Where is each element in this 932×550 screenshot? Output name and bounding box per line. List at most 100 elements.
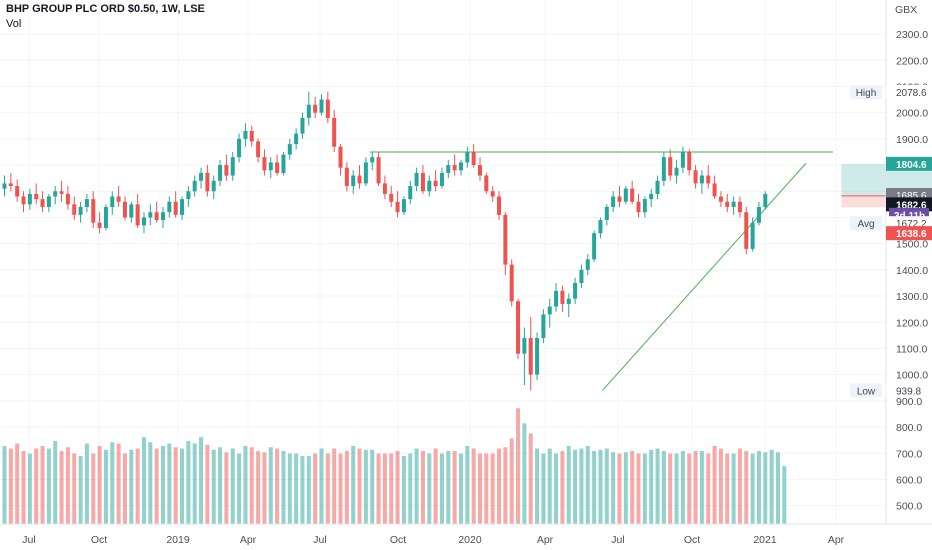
volume-bar (737, 448, 742, 524)
price-tick-label: 2200.0 (896, 55, 928, 67)
candle (725, 201, 730, 207)
price-tick-label: 1500.0 (896, 239, 928, 251)
candle (370, 157, 375, 163)
volume-bar (782, 466, 787, 524)
candle (2, 183, 7, 189)
volume-bar (497, 448, 502, 524)
candle (497, 196, 502, 215)
currency-label: GBX (895, 4, 917, 16)
volume-bar (522, 423, 527, 524)
volume-bar (554, 453, 559, 524)
volume-bar (306, 456, 311, 524)
candle (363, 162, 368, 184)
candle (27, 193, 32, 205)
volume-bar (731, 453, 736, 524)
volume-bar (598, 449, 603, 524)
volume-bar (655, 448, 660, 524)
volume-bar (116, 443, 121, 524)
candle (389, 193, 394, 202)
volume-bar (718, 448, 723, 524)
volume-bar (661, 451, 666, 524)
time-axis[interactable]: Jul Oct 2019 Apr Jul Oct 2020 Apr Jul Oct 2021 Apr (22, 534, 844, 546)
candle (579, 269, 584, 283)
volume-bar (161, 446, 165, 524)
volume-bar (750, 453, 755, 524)
volume-label: Vol (6, 18, 22, 30)
grid (0, 0, 886, 524)
volume-bar (53, 440, 58, 524)
volume-bar (237, 453, 242, 524)
volume-bar (592, 451, 597, 524)
candle (604, 206, 609, 221)
candle (706, 175, 711, 184)
candle (325, 99, 330, 118)
volume-bar (769, 449, 774, 524)
candle (53, 191, 58, 197)
price-tick-label: 1900.0 (896, 134, 928, 146)
volume-bar (484, 453, 489, 524)
volume-bar (763, 452, 768, 524)
candle (224, 165, 229, 176)
volume-bar (122, 453, 127, 524)
volume-bar (65, 447, 70, 524)
volume-bar (414, 448, 419, 524)
volume-bar (452, 451, 457, 524)
candle (306, 104, 311, 118)
volume-bar (744, 451, 749, 524)
candle (243, 131, 248, 139)
time-tick-label: Jul (22, 534, 35, 546)
volume-bar (465, 446, 470, 524)
time-tick-label: 2019 (166, 534, 190, 546)
candle (256, 141, 261, 158)
candle (712, 183, 717, 197)
volume-bar (205, 444, 210, 524)
volume-bar (376, 453, 381, 524)
candle (408, 186, 413, 200)
target-tag-bg (886, 156, 932, 171)
candle (528, 337, 533, 375)
candle (503, 214, 508, 265)
high-tag-label: High (856, 88, 877, 99)
price-tick-label: 900.0 (896, 396, 922, 408)
volume-bar (680, 451, 685, 524)
candle (211, 180, 216, 192)
candle (300, 117, 305, 134)
candle (40, 199, 45, 207)
candle (598, 220, 603, 234)
trend-lines[interactable] (370, 151, 833, 391)
candle (218, 165, 223, 181)
volume-bar (775, 452, 780, 524)
volume-bar (21, 451, 26, 524)
volume-bar (623, 452, 628, 524)
volume-bar (186, 440, 191, 524)
candle (281, 154, 286, 173)
volume-bar (668, 453, 673, 524)
candle (230, 157, 235, 176)
volume-bar (173, 447, 178, 524)
candle (617, 196, 622, 202)
volume-bar (256, 451, 261, 524)
volume-bar (218, 447, 223, 524)
candle (180, 199, 185, 215)
high-tag-value: 2078.6 (896, 88, 927, 99)
volume-bar (509, 438, 514, 524)
volume-bar (446, 451, 451, 524)
volume-bar (351, 446, 356, 524)
price-axis[interactable]: 500.0 600.0 700.0 800.0 900.0 1000.0 1100.0 120… (895, 4, 928, 513)
time-tick-label: Jul (611, 534, 624, 546)
candle (357, 175, 362, 184)
volume-bar (357, 448, 362, 524)
candle (65, 193, 70, 205)
volume-bar (382, 453, 387, 524)
candle (154, 212, 159, 221)
volume-bars (2, 408, 787, 524)
volume-bar (135, 448, 140, 524)
candles (2, 91, 768, 391)
candle (338, 146, 343, 168)
volume-bar (325, 453, 330, 524)
low-tag-value: 939.8 (896, 386, 921, 397)
volume-bar (40, 446, 45, 524)
candle (535, 337, 540, 375)
